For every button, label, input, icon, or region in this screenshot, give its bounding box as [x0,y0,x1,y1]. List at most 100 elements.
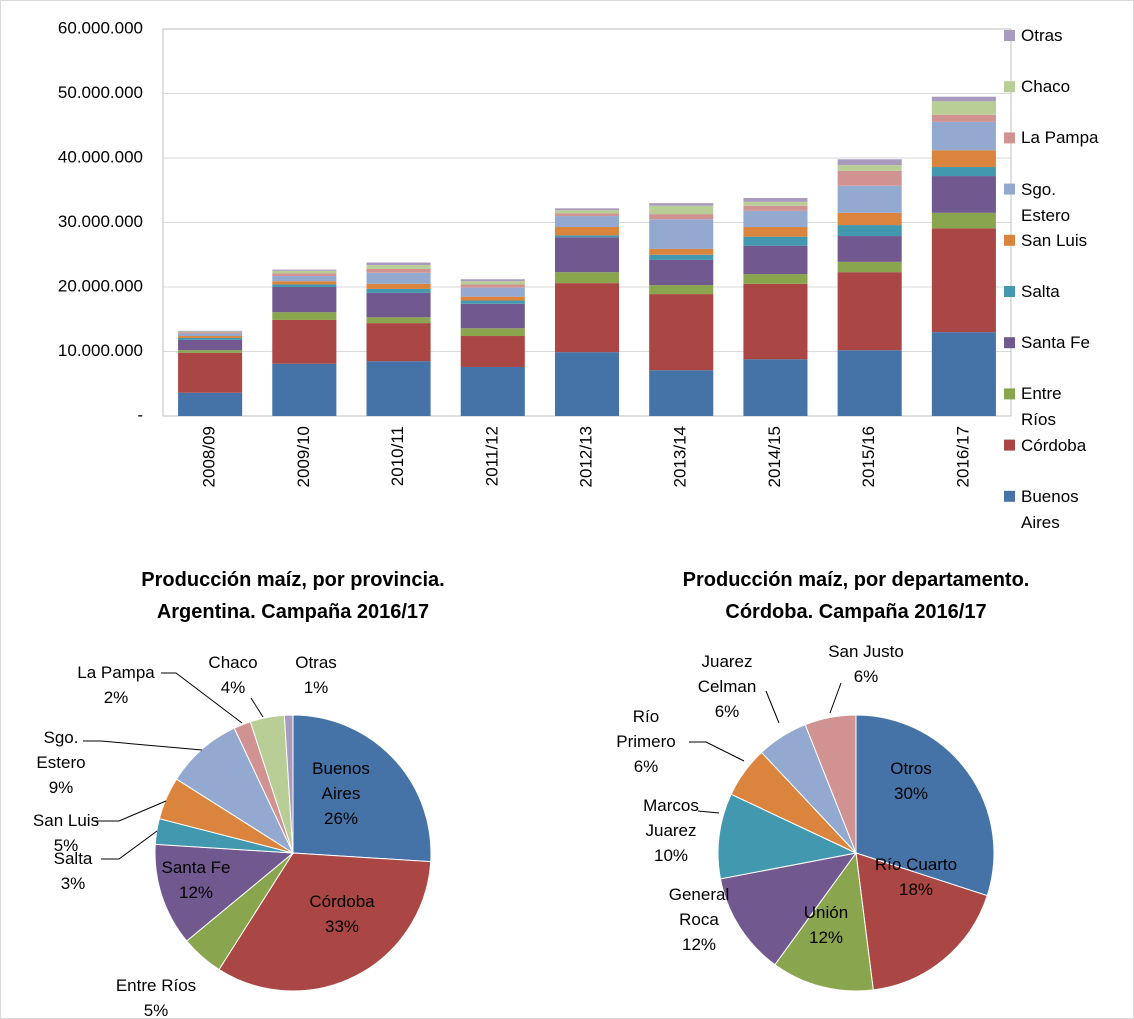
pie-slice [774,851,874,992]
bar-segment [837,272,902,351]
bar-segment [272,270,337,274]
x-tick-label: 2014/15 [765,426,784,487]
slice-value: 6% [633,757,659,776]
legend-swatch [1004,132,1015,144]
bar-segment [554,208,620,211]
slice-value: 5% [143,1001,169,1019]
x-tick-label: 2011/12 [482,426,501,486]
bar-segment [931,96,996,102]
y-tick-label: - [137,405,143,424]
slice-category: Salta [53,849,93,868]
legend-label: Santa Fe [1021,333,1090,353]
bar-segment [931,121,996,151]
slice-category: Santa Fe [161,858,231,877]
slice-label: Córdoba 33% [297,889,387,939]
slice-category: Córdoba [309,892,375,911]
legend-swatch [1004,234,1015,246]
bar-segment [272,269,337,271]
leader-line [250,697,264,718]
bar-segment [460,281,525,285]
bar-segment [554,352,620,416]
bar-segment [649,214,714,220]
slice-category: General Roca [668,885,730,929]
bar-segment [649,203,714,206]
slice-value: 2% [103,688,129,707]
x-tick-label: 2012/13 [576,426,595,487]
bar-segment [931,114,996,122]
leader-line [83,740,203,751]
bar-segment [554,237,620,273]
bar-segment [931,150,996,168]
slice-value: 6% [714,702,740,721]
bar-segment [272,363,337,416]
bar-segment [743,283,808,360]
slice-label: Salta 3% [43,846,103,896]
pie-slice [717,793,858,880]
slice-label: Sgo. Estero 9% [26,725,96,800]
slice-category: Río Cuarto [874,855,958,874]
bar-segment [460,328,525,337]
legend-label: San Luis [1021,230,1088,250]
bar-segment [554,235,620,238]
slice-value: 30% [893,784,929,803]
leader-line [161,672,243,724]
slice-category: Buenos Aires [312,759,370,803]
bar-segment [460,279,525,282]
pie-slice [283,714,294,854]
slice-value: 1% [303,678,329,697]
bar-segment [366,283,431,289]
bar-segment [460,296,525,301]
bar-segment [649,259,714,286]
slice-value: 12% [178,883,214,902]
bar-segment [460,366,525,416]
chart-title: Producción maíz, por provincia. Argentin… [141,569,445,623]
slice-value: 12% [681,935,717,954]
pie-slice [719,852,858,966]
slice-label: San Luis 5% [26,808,106,858]
bar-segment [743,359,808,416]
bar-segment [178,392,243,416]
legend-label: Buenos Aires [1021,486,1079,532]
bar-segment [837,185,902,213]
bar-segment [460,303,525,329]
slice-value: 33% [324,917,360,936]
slice-label: Juarez Celman 6% [687,649,767,724]
legend-label: Sgo. Estero [1021,179,1071,225]
slice-label: Otros 30% [871,756,951,806]
legend-swatch [1004,490,1015,502]
legend-label: Chaco [1021,77,1071,97]
bar-segment [366,288,431,293]
bar-segment [649,205,714,215]
slice-value: 5% [53,836,79,855]
x-tick-label: 2009/10 [294,426,313,487]
bar-segment [649,285,714,295]
x-tick-label: 2013/14 [671,426,690,487]
bar-segment [649,248,714,255]
legend-swatch [1004,81,1015,93]
x-tick-label: 2016/17 [953,426,972,487]
slice-value: 26% [323,809,359,828]
bar-segment [837,350,902,416]
bar-segment [931,167,996,177]
slice-label: Río Primero 6% [601,704,691,779]
bar-segment [366,268,431,273]
bar-segment [366,292,431,318]
bar-segment [554,216,620,228]
legend-swatch [1004,286,1015,297]
y-tick-label: 30.000.000 [58,212,143,231]
bar-segment [931,228,996,333]
bar-segment [178,336,243,338]
bar-segment [460,287,525,297]
slice-label: San Justo 6% [816,639,916,689]
pie-slice [292,714,432,863]
bar-segment [837,159,902,166]
leader-line [765,690,780,724]
slice-category: Río Primero [616,707,676,751]
bar-segment [178,331,243,333]
bar-segment [366,262,431,266]
bar-segment [837,261,902,273]
legend-swatch [1004,439,1015,451]
legend-label: Córdoba [1021,435,1087,455]
bar-segment [649,219,714,249]
